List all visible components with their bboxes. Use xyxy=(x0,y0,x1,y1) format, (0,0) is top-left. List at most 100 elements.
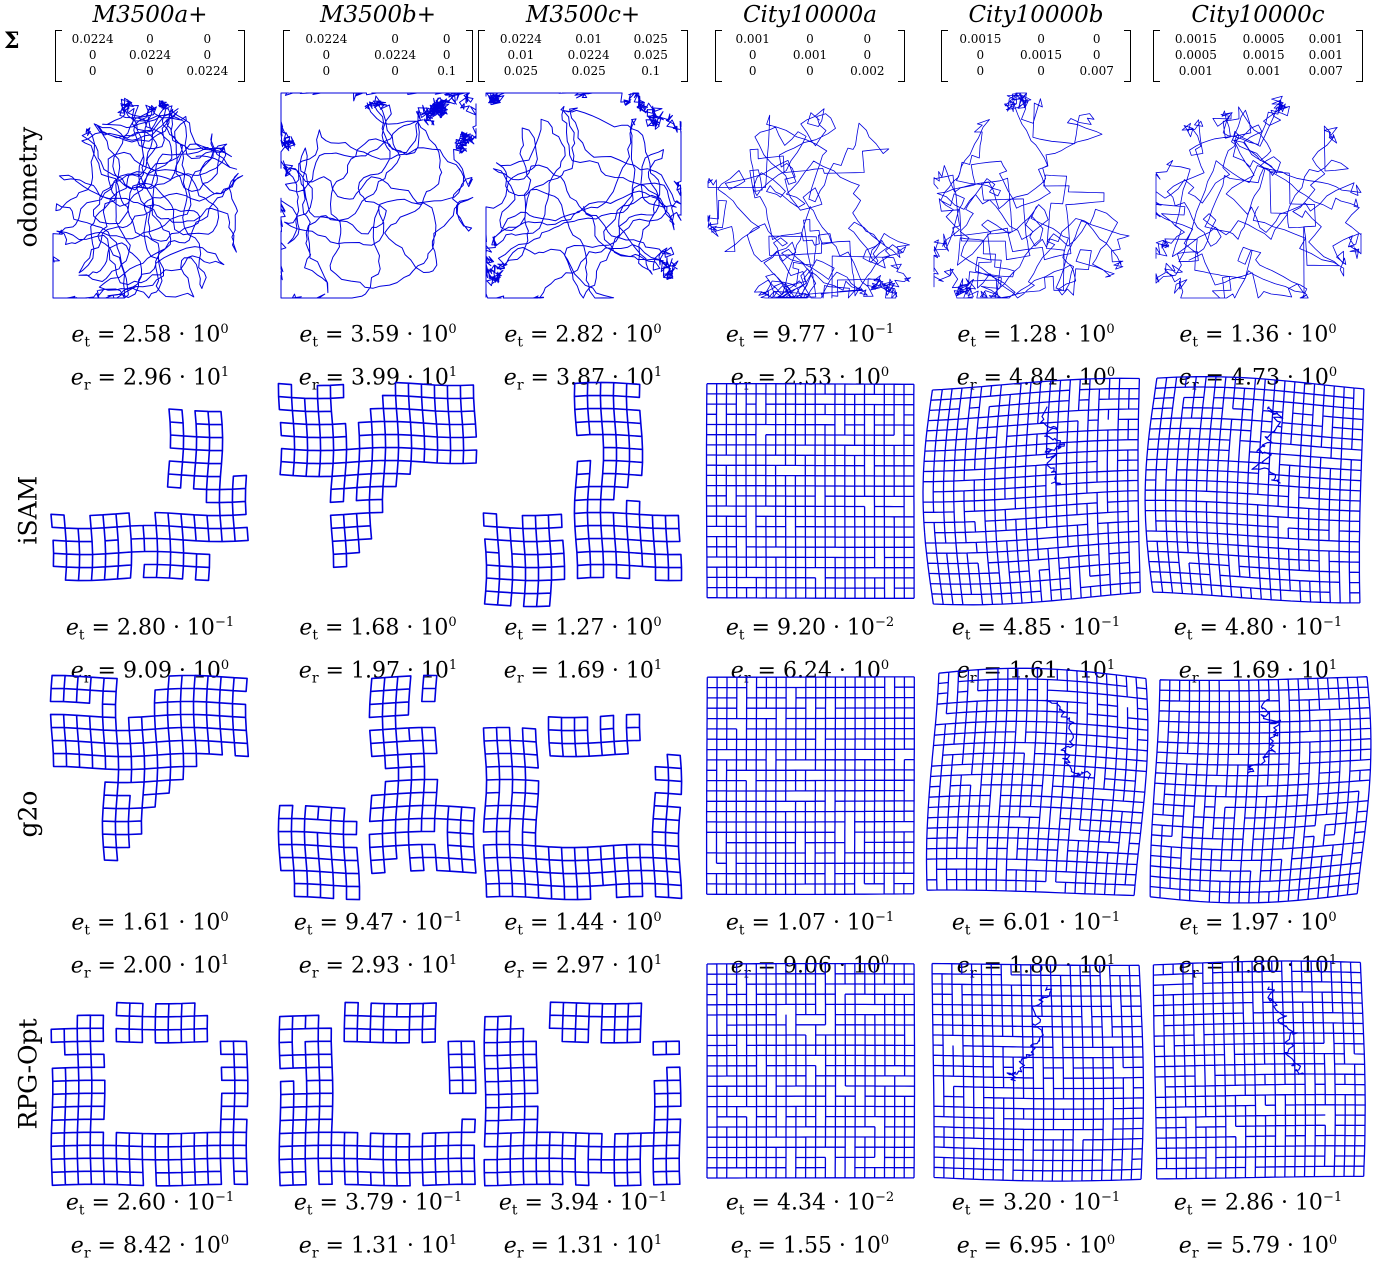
matrix-entry: 0 xyxy=(1092,48,1101,62)
row-label: iSAM xyxy=(8,476,48,545)
row-label-text: g2o xyxy=(13,790,43,838)
trajectory-plot xyxy=(482,381,682,608)
error-metrics: et = 3.20 · 10−1 er = 6.95 · 100 xyxy=(921,1183,1151,1268)
matrix-entry: 0 xyxy=(391,64,399,78)
matrix-entry: 0 xyxy=(976,64,985,78)
trajectory-plot xyxy=(933,92,1129,299)
rotation-error: er = 2.96 · 101 xyxy=(70,364,230,394)
rotation-error: er = 1.69 · 101 xyxy=(503,657,663,687)
matrix-entry: 0.0015 xyxy=(1174,32,1217,46)
trajectory-path xyxy=(1266,986,1305,1075)
sigma-matrix: 0.0224 0 0 0 0.0224 0 0 0 0.1 xyxy=(283,30,473,82)
rotation-error: er = 1.31 · 101 xyxy=(298,1232,458,1262)
translation-error: et = 3.94 · 10−1 xyxy=(498,1190,668,1219)
trajectory-plot xyxy=(52,97,243,299)
matrix-entry: 0.007 xyxy=(1308,64,1343,78)
matrix-entry: 0 xyxy=(391,32,399,46)
trajectory-plot xyxy=(930,962,1144,1182)
matrix-left-bracket xyxy=(1153,30,1160,82)
matrix-entry: 0.0005 xyxy=(1174,48,1217,62)
translation-error: et = 9.77 · 10−1 xyxy=(725,322,895,351)
trajectory-plot xyxy=(705,962,915,1179)
rotation-error: er = 9.09 · 100 xyxy=(70,657,230,687)
trajectory-path xyxy=(485,92,681,299)
trajectory-plot xyxy=(1149,676,1372,904)
translation-error: et = 1.97 · 100 xyxy=(1179,910,1337,939)
trajectory-plot xyxy=(280,92,476,299)
matrix-entry: 0.0224 xyxy=(71,32,114,46)
row-label-text: odometry xyxy=(13,126,43,248)
translation-error: et = 1.61 · 100 xyxy=(71,910,229,939)
matrix-entry: 0.002 xyxy=(850,64,885,78)
trajectory-path xyxy=(1155,95,1361,299)
matrix-entry: 0 xyxy=(146,32,154,46)
error-metrics: et = 1.27 · 100 er = 1.69 · 101 xyxy=(468,608,698,693)
rotation-error: er = 2.53 · 100 xyxy=(730,364,890,394)
matrix-left-bracket xyxy=(283,30,290,82)
matrix-entry: 0 xyxy=(88,64,97,78)
matrix-entry: 0.025 xyxy=(633,32,668,46)
trajectory-path xyxy=(925,667,1148,897)
translation-error: et = 9.47 · 10−1 xyxy=(293,910,463,939)
matrix-entry: 0.001 xyxy=(1178,64,1214,78)
rotation-error: er = 2.97 · 101 xyxy=(503,952,663,982)
matrix-entry: 0.001 xyxy=(1308,48,1343,62)
column-title: City10000a xyxy=(742,2,878,28)
trajectory-path xyxy=(1246,698,1281,774)
translation-error: et = 1.36 · 100 xyxy=(1179,322,1337,351)
matrix-entry: 0 xyxy=(203,32,212,46)
matrix-entry: 0.007 xyxy=(1079,64,1114,78)
rotation-error: er = 2.93 · 101 xyxy=(298,952,458,982)
trajectory-path xyxy=(277,1001,477,1187)
sigma-matrix: 0.0015 0.0005 0.001 0.0005 0.0015 0.001 0.001 0… xyxy=(1153,30,1363,82)
matrix-entry: 0.0005 xyxy=(1242,32,1285,46)
matrix-entry: 0.0224 xyxy=(305,32,348,46)
trajectory-path xyxy=(49,408,249,582)
trajectory-path xyxy=(280,92,476,299)
matrix-right-bracket xyxy=(681,30,688,82)
trajectory-plot xyxy=(277,381,477,569)
rotation-error: er = 1.55 · 100 xyxy=(730,1232,890,1262)
error-metrics: et = 3.79 · 10−1 er = 1.31 · 101 xyxy=(263,1183,493,1268)
matrix-entry: 0.01 xyxy=(575,32,602,46)
error-metrics: et = 1.44 · 100 er = 2.97 · 101 xyxy=(468,903,698,988)
row-label: odometry xyxy=(8,127,48,248)
trajectory-path xyxy=(49,674,249,862)
error-metrics: et = 9.77 · 10−1 er = 2.53 · 100 xyxy=(695,315,925,400)
matrix-left-bracket xyxy=(715,30,722,82)
rotation-error: er = 3.87 · 101 xyxy=(503,364,663,394)
matrix-entry: 0 xyxy=(322,64,331,78)
matrix-left-bracket xyxy=(478,30,485,82)
matrix-entry: 0 xyxy=(1037,64,1045,78)
matrix-entry: 0.025 xyxy=(633,48,668,62)
error-metrics: et = 3.94 · 10−1 er = 1.31 · 101 xyxy=(468,1183,698,1268)
error-metrics: et = 2.86 · 10−1 er = 5.79 · 100 xyxy=(1143,1183,1373,1268)
trajectory-plot xyxy=(49,408,249,582)
error-metrics: et = 2.58 · 100 er = 2.96 · 101 xyxy=(35,315,265,400)
error-metrics: et = 2.60 · 10−1 er = 8.42 · 100 xyxy=(35,1183,265,1268)
rotation-error: er = 4.84 · 100 xyxy=(956,364,1116,394)
matrix-right-bracket xyxy=(238,30,245,82)
trajectory-path xyxy=(921,377,1141,606)
column-title: M3500c+ xyxy=(525,2,641,28)
sigma-matrix: 0.001 0 0 0 0.001 0 0 0 0.002 xyxy=(715,30,905,82)
row-label-text: RPG-Opt xyxy=(13,1018,43,1130)
matrix-entry: 0 xyxy=(806,32,814,46)
error-metrics: et = 2.80 · 10−1 er = 9.09 · 100 xyxy=(35,608,265,693)
trajectory-plot xyxy=(921,377,1141,606)
column-title: M3500a+ xyxy=(92,2,208,28)
row-label: RPG-Opt xyxy=(8,1018,48,1129)
translation-error: et = 2.80 · 10−1 xyxy=(65,615,235,644)
trajectory-plot xyxy=(925,667,1148,897)
matrix-entry: 0 xyxy=(322,48,331,62)
matrix-entry: 0.01 xyxy=(507,48,535,62)
trajectory-path xyxy=(705,962,915,1179)
trajectory-path xyxy=(1149,676,1372,904)
translation-error: et = 1.44 · 100 xyxy=(504,910,662,939)
sigma-matrix: 0.0224 0 0 0 0.0224 0 0 0 0.0224 xyxy=(55,30,245,82)
translation-error: et = 3.79 · 10−1 xyxy=(293,1190,463,1219)
translation-error: et = 1.27 · 100 xyxy=(504,615,662,644)
matrix-entry: 0.0224 xyxy=(567,48,610,62)
trajectory-path xyxy=(1143,375,1365,604)
trajectory-plot xyxy=(482,713,682,901)
